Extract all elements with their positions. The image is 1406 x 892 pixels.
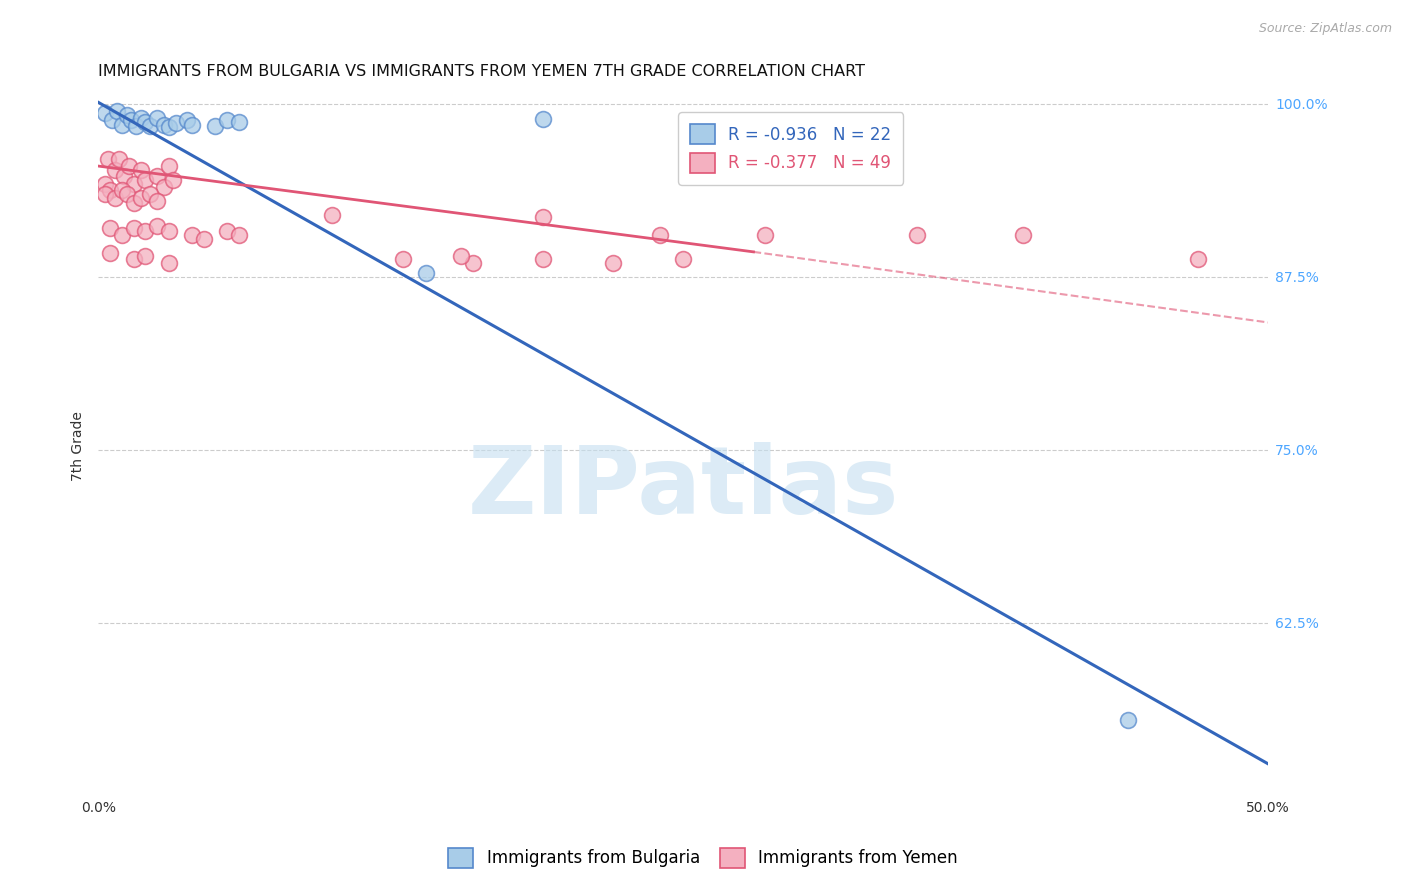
Point xyxy=(228,115,250,129)
Point xyxy=(157,159,180,173)
Point xyxy=(129,191,152,205)
Point xyxy=(120,113,142,128)
Point xyxy=(94,106,117,120)
Point xyxy=(98,221,121,235)
Point xyxy=(122,252,145,266)
Point xyxy=(157,120,180,135)
Point xyxy=(905,228,928,243)
Point xyxy=(391,252,413,266)
Point xyxy=(648,228,671,243)
Point xyxy=(112,169,135,183)
Legend: R = -0.936   N = 22, R = -0.377   N = 49: R = -0.936 N = 22, R = -0.377 N = 49 xyxy=(678,112,903,185)
Text: ZIPatlas: ZIPatlas xyxy=(468,442,898,534)
Point xyxy=(122,196,145,211)
Point xyxy=(193,232,215,246)
Point xyxy=(531,112,554,126)
Legend: Immigrants from Bulgaria, Immigrants from Yemen: Immigrants from Bulgaria, Immigrants fro… xyxy=(441,841,965,875)
Text: IMMIGRANTS FROM BULGARIA VS IMMIGRANTS FROM YEMEN 7TH GRADE CORRELATION CHART: IMMIGRANTS FROM BULGARIA VS IMMIGRANTS F… xyxy=(98,64,866,79)
Point xyxy=(134,224,156,238)
Point xyxy=(157,256,180,270)
Point xyxy=(531,211,554,225)
Point xyxy=(204,119,226,133)
Point xyxy=(181,228,204,243)
Point xyxy=(181,118,204,132)
Point xyxy=(129,111,152,125)
Point xyxy=(146,194,169,208)
Point xyxy=(217,224,239,238)
Point xyxy=(1011,228,1033,243)
Point xyxy=(146,219,169,233)
Point xyxy=(162,173,184,187)
Point xyxy=(98,246,121,260)
Point xyxy=(321,207,343,221)
Text: Source: ZipAtlas.com: Source: ZipAtlas.com xyxy=(1258,22,1392,36)
Point xyxy=(115,186,138,201)
Point xyxy=(94,186,117,201)
Point xyxy=(94,177,117,191)
Point xyxy=(104,191,127,205)
Point xyxy=(146,169,169,183)
Point xyxy=(125,119,148,133)
Point xyxy=(111,183,134,197)
Point xyxy=(104,163,127,178)
Point xyxy=(672,252,695,266)
Point xyxy=(115,108,138,122)
Point xyxy=(461,256,484,270)
Point xyxy=(153,179,176,194)
Point xyxy=(415,266,437,280)
Point xyxy=(139,186,162,201)
Point xyxy=(450,249,472,263)
Point xyxy=(754,228,776,243)
Point xyxy=(98,183,121,197)
Point xyxy=(157,224,180,238)
Point xyxy=(122,221,145,235)
Point xyxy=(228,228,250,243)
Point xyxy=(101,113,124,128)
Point xyxy=(1187,252,1209,266)
Point xyxy=(531,252,554,266)
Point xyxy=(111,118,134,132)
Point xyxy=(122,177,145,191)
Point xyxy=(118,159,141,173)
Y-axis label: 7th Grade: 7th Grade xyxy=(72,411,86,481)
Point xyxy=(134,249,156,263)
Point xyxy=(146,111,169,125)
Point xyxy=(108,152,131,166)
Point xyxy=(153,118,176,132)
Point xyxy=(111,228,134,243)
Point xyxy=(165,116,187,130)
Point xyxy=(97,152,120,166)
Point xyxy=(602,256,624,270)
Point xyxy=(129,163,152,178)
Point xyxy=(134,173,156,187)
Point xyxy=(105,103,128,118)
Point xyxy=(139,119,162,133)
Point xyxy=(217,113,239,128)
Point xyxy=(134,115,156,129)
Point xyxy=(176,113,198,128)
Point xyxy=(1116,713,1139,727)
